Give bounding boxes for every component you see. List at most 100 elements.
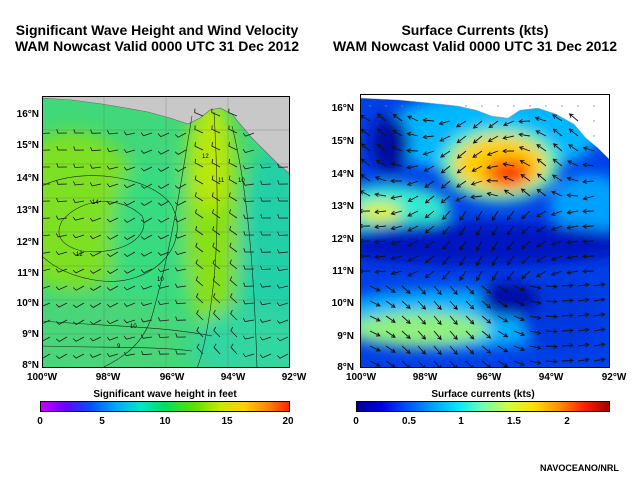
wind-barb — [175, 333, 187, 338]
current-arrow — [433, 315, 442, 326]
current-arrow — [374, 192, 387, 198]
current-arrow — [401, 315, 411, 325]
current-arrow — [582, 195, 595, 201]
wind-barb — [106, 200, 119, 205]
wind-barb — [243, 231, 255, 236]
current-arrow — [392, 113, 403, 122]
current-arrow — [529, 360, 542, 365]
current-arrow — [582, 239, 595, 244]
current-arrow — [545, 314, 558, 319]
wind-barb — [55, 336, 68, 342]
current-arrow — [519, 160, 531, 167]
current-arrow — [550, 225, 563, 231]
current-arrow — [369, 330, 381, 337]
wind-barb — [194, 158, 204, 168]
wind-barb — [260, 231, 271, 236]
grid-dot — [497, 105, 499, 107]
wind-barb — [140, 268, 153, 274]
wind-barb — [228, 142, 238, 151]
current-arrow — [550, 255, 563, 261]
current-arrow — [521, 225, 531, 235]
current-arrow — [503, 120, 515, 127]
current-arrow — [486, 178, 499, 183]
colorbar-tick: 10 — [159, 416, 171, 427]
current-arrow — [422, 134, 435, 140]
left-panel-title: Significant Wave Height and Wind Velocit… — [2, 22, 312, 54]
current-arrow — [422, 150, 435, 156]
wind-barb — [106, 251, 119, 257]
wind-barb — [243, 197, 255, 203]
lat-label: 15°N — [331, 136, 354, 147]
wind-barb — [72, 198, 85, 204]
current-arrow — [545, 284, 558, 289]
contour-line — [231, 125, 258, 368]
current-arrow — [369, 345, 381, 352]
wind-barb — [276, 266, 289, 271]
wind-barb — [242, 165, 255, 170]
current-arrow — [566, 240, 579, 245]
wave-field-center-blob — [112, 156, 192, 336]
current-arrow — [518, 146, 531, 152]
current-arrow — [449, 300, 458, 311]
current-arrow — [536, 158, 547, 167]
wind-barb — [243, 265, 255, 270]
current-arrow — [465, 345, 475, 355]
wind-barb — [157, 268, 170, 273]
wind-barb — [42, 302, 51, 307]
lat-label: 12°N — [16, 237, 39, 248]
wind-barb — [211, 175, 221, 185]
current-arrow — [529, 285, 542, 290]
current-arrow — [369, 300, 381, 307]
contour-label: 11 — [218, 178, 225, 184]
wind-barb — [106, 352, 119, 357]
current-arrow — [481, 300, 492, 309]
current-arrow — [503, 189, 515, 197]
current-arrow — [561, 328, 574, 333]
current-arrow — [442, 240, 451, 251]
wind-barb — [90, 129, 102, 134]
wind-barb — [89, 182, 102, 187]
current-arrow — [439, 135, 451, 142]
wind-barb — [228, 158, 238, 168]
current-arrows — [360, 113, 606, 368]
land-mask — [360, 94, 610, 161]
wind-barb — [140, 149, 153, 154]
current-arrow — [566, 176, 579, 182]
current-arrow — [491, 270, 499, 282]
current-arrow — [424, 255, 435, 264]
current-arrow — [593, 282, 606, 287]
current-arrow — [513, 315, 526, 322]
current-arrow — [401, 300, 411, 310]
lon-label: 96°W — [159, 372, 185, 383]
current-arrow — [449, 345, 458, 356]
wind-barb — [140, 200, 153, 206]
current-arrow — [534, 116, 547, 122]
current-arrow — [545, 299, 558, 304]
current-arrow — [593, 342, 606, 347]
current-arrow — [521, 270, 531, 280]
current-arrow — [491, 255, 499, 267]
wind-barb — [140, 183, 153, 189]
wind-barb — [42, 234, 51, 237]
wind-barb — [140, 132, 153, 137]
current-arrow — [518, 132, 531, 138]
current-arrow — [497, 360, 509, 368]
grid-dot — [385, 105, 387, 107]
lon-label: 96°W — [476, 372, 502, 383]
current-arrow — [401, 345, 411, 355]
current-arrow — [390, 145, 403, 152]
current-arrow — [513, 300, 526, 307]
left-title-line1: Significant Wave Height and Wind Velocit… — [15, 22, 299, 38]
current-arrow — [401, 285, 411, 295]
current-arrow — [374, 224, 387, 230]
wind-barb — [259, 353, 272, 359]
wind-barb — [259, 301, 272, 306]
current-arrow — [385, 285, 396, 293]
current-arrow — [417, 315, 427, 325]
wind-barb — [72, 302, 85, 308]
current-arrow — [471, 165, 483, 172]
current-arrow — [502, 148, 515, 154]
wind-barb — [259, 318, 272, 323]
current-arrow — [424, 210, 435, 219]
current-arrow — [497, 345, 509, 353]
